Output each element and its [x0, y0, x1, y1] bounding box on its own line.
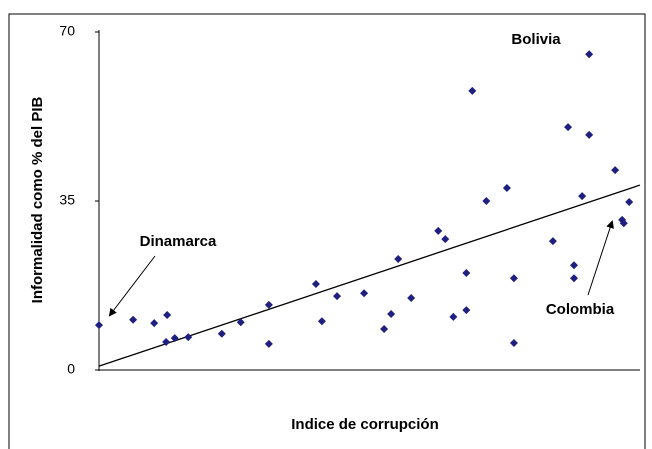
annotation-arrow: [587, 220, 614, 296]
point: [585, 130, 594, 139]
annotation: Colombia: [546, 301, 615, 318]
point: [625, 197, 634, 206]
point: [217, 329, 226, 338]
point: [394, 254, 403, 263]
trend-line: [98, 184, 641, 367]
annotation: Bolivia: [511, 31, 561, 48]
point: [449, 312, 458, 321]
chart-frame: [8, 13, 646, 449]
point: [311, 280, 320, 289]
point: [360, 289, 369, 298]
point: [236, 318, 245, 327]
point: [482, 197, 491, 205]
point: [317, 317, 326, 326]
point: [564, 123, 573, 132]
point: [150, 319, 159, 328]
point: [163, 310, 172, 319]
y-tick-label: 35: [59, 192, 75, 208]
point: [387, 309, 396, 318]
point: [611, 166, 620, 175]
point: [264, 300, 273, 309]
point: [184, 333, 193, 342]
point: [502, 183, 511, 192]
point: [170, 334, 179, 343]
point: [509, 274, 518, 283]
point: [509, 338, 518, 347]
point: [129, 315, 138, 324]
point: [619, 219, 628, 228]
point: [548, 237, 557, 246]
x-axis-label: Indice de corrupción: [291, 416, 439, 433]
point: [333, 292, 342, 301]
point: [462, 306, 471, 315]
point: [264, 339, 273, 348]
point: [407, 294, 416, 303]
point: [462, 268, 471, 277]
y-axis-label: Informalidad como % del PIB: [29, 96, 46, 303]
annotation: Dinamarca: [140, 233, 217, 250]
point: [585, 50, 594, 59]
point: [569, 274, 578, 283]
point: [441, 235, 450, 244]
y-tick-label: 70: [59, 23, 75, 39]
y-tick-label: 0: [67, 361, 75, 377]
point: [468, 86, 477, 95]
point: [578, 192, 587, 201]
point: [380, 324, 389, 333]
point: [569, 261, 578, 270]
annotation-arrow: [108, 255, 156, 317]
point: [95, 321, 103, 330]
point: [434, 226, 443, 235]
point: [162, 337, 171, 346]
